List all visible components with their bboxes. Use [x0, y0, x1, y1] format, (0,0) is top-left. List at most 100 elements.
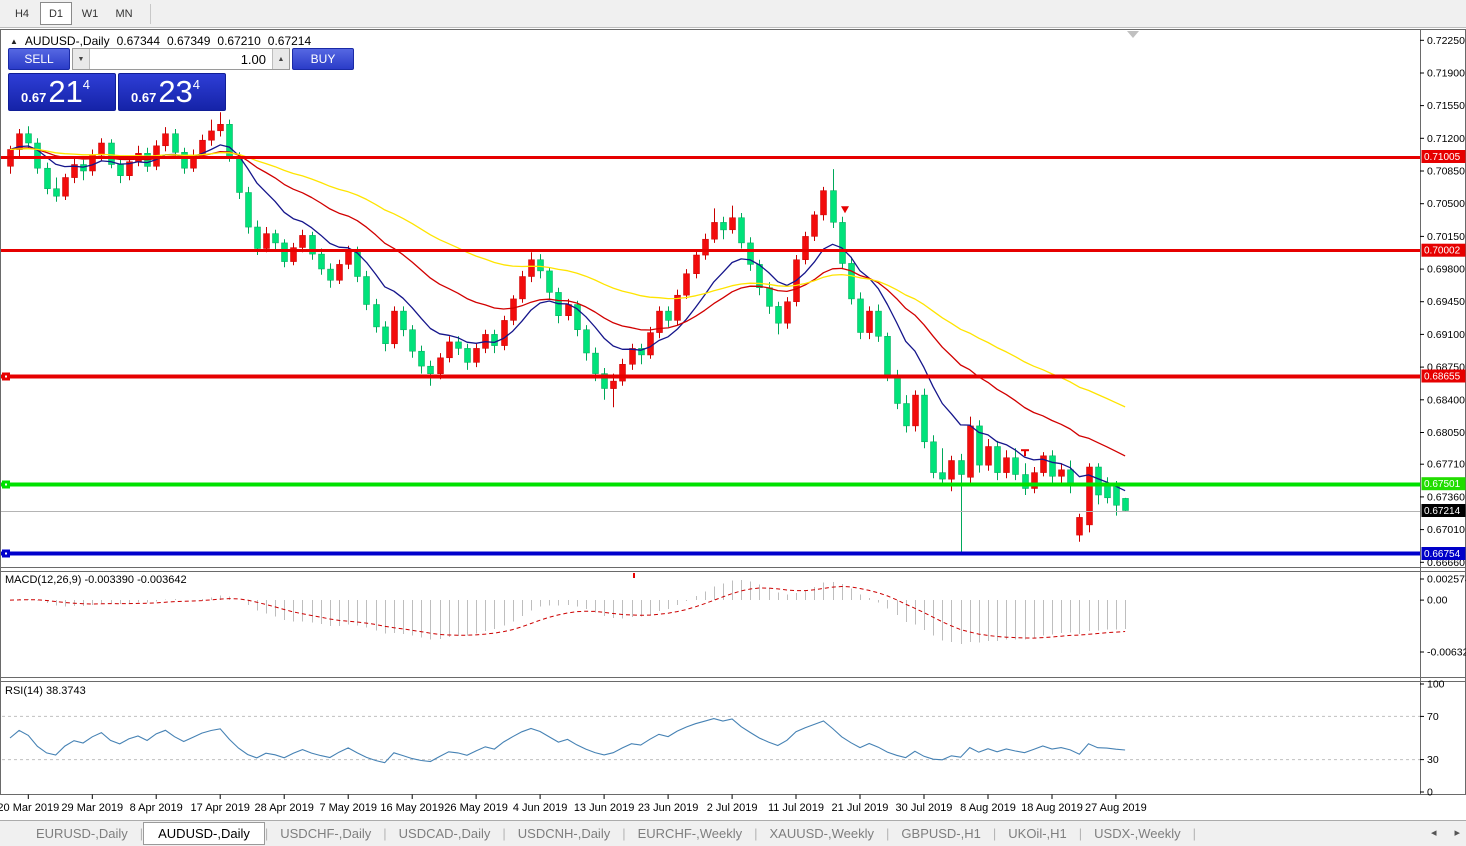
price-tick-label: 0.69450 [1427, 296, 1465, 308]
macd-signal-line [9, 585, 1126, 639]
moving-average-25 [9, 147, 1126, 457]
price-badge [1421, 547, 1466, 560]
volume-increase-button[interactable]: ▲ [272, 49, 289, 69]
tab-separator: | [886, 826, 890, 841]
hline-0.66754[interactable] [1, 549, 1420, 558]
macd-tick-label: 0.002574 [1427, 574, 1466, 586]
tab-separator: | [1078, 826, 1083, 841]
price-tick-label: 0.67010 [1427, 524, 1465, 536]
macd-tick-label: -0.006326 [1427, 647, 1466, 659]
price-tick-label: 0.71200 [1427, 133, 1465, 145]
tab-ukoil-h1[interactable]: UKOil-,H1 [1008, 826, 1067, 841]
rsi-indicator-label: RSI(14) 38.3743 [5, 685, 86, 697]
tab-separator: | [1192, 826, 1197, 841]
tab-separator: | [992, 826, 997, 841]
tab-xauusd-weekly[interactable]: XAUUSD-,Weekly [769, 826, 875, 841]
price-tick-label: 0.70500 [1427, 198, 1465, 210]
rsi-tick-label: 100 [1427, 679, 1445, 691]
rsi-tick-label: 70 [1427, 711, 1439, 723]
price-badge [1421, 243, 1466, 257]
trade-marker-icon [841, 206, 849, 214]
price-tick-label: 0.70150 [1427, 231, 1465, 243]
moving-average-10 [9, 144, 1126, 492]
macd-indicator-label: MACD(12,26,9) -0.003390 -0.003642 [5, 574, 187, 586]
price-badge-label: 0.68655 [1424, 372, 1461, 383]
rsi-line [9, 718, 1126, 764]
price-badge-label: 0.67501 [1424, 479, 1461, 490]
sell-button[interactable]: SELL [8, 48, 70, 70]
timeframe-d1-button[interactable]: D1 [40, 2, 72, 25]
tab-separator: | [264, 826, 269, 841]
price-tick-label: 0.67710 [1427, 459, 1465, 471]
tab-usdchf-daily[interactable]: USDCHF-,Daily [280, 826, 372, 841]
date-tick-label: 8 Apr 2019 [130, 802, 183, 814]
tab-eurchf-weekly[interactable]: EURCHF-,Weekly [637, 826, 743, 841]
price-badge-label: 0.71005 [1424, 152, 1461, 163]
chart-window: 0.72250 0.71900 0.71550 0.71200 0.70850 0.705… [0, 28, 1466, 820]
date-tick-label: 13 Jun 2019 [574, 802, 635, 814]
price-tick-label: 0.71900 [1427, 68, 1465, 80]
tab-eurusd-daily[interactable]: EURUSD-,Daily [36, 826, 128, 841]
ohlc-low: 0.67210 [217, 34, 261, 48]
date-tick-label: 21 Jul 2019 [832, 802, 889, 814]
price-tick-label: 0.67360 [1427, 491, 1465, 503]
candles [7, 112, 1129, 552]
date-tick-label: 23 Jun 2019 [638, 802, 699, 814]
chart-canvas[interactable]: 0.72250 0.71900 0.71550 0.71200 0.70850 0.705… [0, 28, 1466, 820]
hline-0.68655[interactable] [1, 372, 1420, 381]
tab-usdcad-daily[interactable]: USDCAD-,Daily [398, 826, 491, 841]
tab-scroll-left-icon[interactable]: ◂ [1430, 827, 1437, 839]
date-tick-label: 26 May 2019 [444, 802, 508, 814]
tab-separator: | [622, 826, 626, 841]
volume-input[interactable] [90, 49, 272, 69]
sell-price-prefix: 0.67 [21, 90, 47, 105]
date-tick-label: 17 Apr 2019 [191, 802, 250, 814]
timeframe-w1-button[interactable]: W1 [81, 7, 99, 20]
price-tick-label: 0.70850 [1427, 166, 1465, 178]
timeframe-h4-button[interactable]: H4 [14, 7, 30, 20]
price-tick-label: 0.72250 [1427, 35, 1465, 47]
price-badge [1421, 150, 1466, 163]
hline-0.67501[interactable] [1, 480, 1420, 489]
autoscroll-marker-icon[interactable] [1127, 31, 1139, 38]
buy-price-prefix: 0.67 [131, 90, 157, 105]
buy-price-big: 23 [158, 74, 193, 109]
tab-separator: | [383, 826, 387, 841]
date-axis[interactable]: 20 Mar 2019 29 Mar 2019 8 Apr 2019 17 Apr 2… [0, 794, 1147, 815]
price-badge-label: 0.67214 [1424, 506, 1461, 517]
date-tick-label: 11 Jul 2019 [768, 802, 824, 814]
price-badge [1421, 477, 1466, 491]
tab-usdx-weekly[interactable]: USDX-,Weekly [1094, 826, 1181, 841]
price-tick-label: 0.68050 [1427, 427, 1465, 439]
tab-audusd-daily[interactable]: AUDUSD-,Daily [143, 822, 265, 845]
ohlc-high: 0.67349 [167, 34, 211, 48]
trade-marker-icon [1021, 449, 1029, 457]
macd-spike-tick [633, 573, 635, 578]
sell-price-box[interactable]: 0.67 21 4 [8, 73, 116, 111]
pane-borders [0, 29, 1466, 795]
tab-scroll-right-icon[interactable]: ▸ [1454, 827, 1460, 839]
symbol-name: AUDUSD-,Daily [24, 34, 110, 48]
price-axis[interactable]: 0.72250 0.71900 0.71550 0.71200 0.70850 0.705… [1420, 35, 1466, 799]
date-tick-label: 8 Aug 2019 [960, 802, 1016, 814]
ohlc-open: 0.67344 [116, 34, 160, 48]
rsi-tick-label: 0 [1427, 787, 1433, 799]
price-badge [1421, 369, 1466, 383]
timeframe-toolbar: H4 D1 W1 MN [0, 0, 1466, 28]
sell-price-big: 21 [48, 74, 83, 109]
volume-decrease-button[interactable]: ▼ [73, 49, 90, 69]
buy-button[interactable]: BUY [292, 48, 354, 70]
tab-separator: | [754, 826, 758, 841]
date-tick-label: 4 Jun 2019 [513, 802, 567, 814]
tab-usdcnh-daily[interactable]: USDCNH-,Daily [517, 826, 611, 841]
price-badge-label: 0.66754 [1424, 549, 1461, 560]
moving-average-50 [9, 148, 1126, 408]
buy-price-box[interactable]: 0.67 23 4 [118, 73, 226, 111]
date-tick-label: 27 Aug 2019 [1085, 802, 1147, 814]
timeframe-mn-button[interactable]: MN [115, 7, 133, 20]
one-click-collapse-icon[interactable]: ▲ [10, 36, 18, 46]
tab-gbpusd-h1[interactable]: GBPUSD-,H1 [901, 826, 981, 841]
ohlc-close: 0.67214 [267, 34, 312, 48]
date-tick-label: 7 May 2019 [319, 802, 376, 814]
date-tick-label: 2 Jul 2019 [707, 802, 758, 814]
